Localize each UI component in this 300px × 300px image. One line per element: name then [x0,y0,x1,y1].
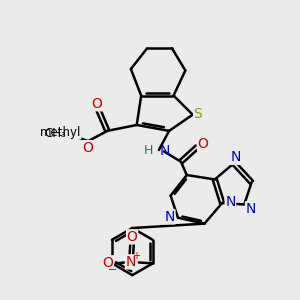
Text: O: O [127,230,138,244]
Text: O: O [103,256,113,270]
Text: N: N [164,210,175,224]
Text: H: H [144,144,154,157]
Text: N: N [125,255,136,269]
Text: S: S [194,107,202,121]
Text: O: O [82,141,93,154]
Text: N: N [225,195,236,209]
Text: N: N [230,150,241,164]
Text: CH₃: CH₃ [44,127,66,140]
Text: O: O [92,97,102,111]
Text: N: N [159,144,170,158]
Text: −: − [108,265,118,275]
Text: +: + [132,251,140,261]
Text: N: N [245,202,256,216]
Text: methyl: methyl [40,126,81,139]
Text: O: O [198,137,208,151]
